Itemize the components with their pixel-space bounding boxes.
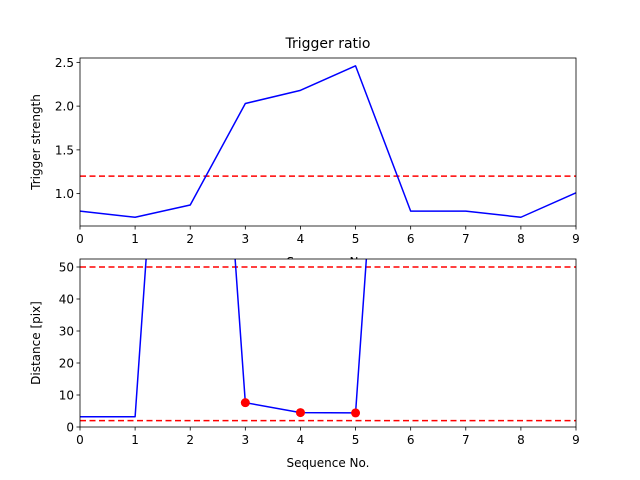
x-tick-label: 7 bbox=[462, 433, 470, 447]
x-tick-label: 2 bbox=[186, 232, 194, 246]
subplot-1: 0 1 2 3 4 5 6 7 8 9 1.0 1.5 2.0 2.5 Trigger strength Tr… bbox=[29, 36, 580, 246]
x-tick-label: 0 bbox=[76, 232, 84, 246]
x-tick-label: 7 bbox=[462, 232, 470, 246]
y-tick-label: 50 bbox=[59, 261, 74, 275]
y-tick-label: 2.5 bbox=[55, 56, 74, 70]
x-axis-label: Sequence No. bbox=[287, 456, 370, 470]
data-series-line bbox=[80, 65, 576, 218]
y-tick-label: 0 bbox=[66, 421, 74, 435]
x-tick-label: 4 bbox=[297, 433, 305, 447]
y-tick-label: 20 bbox=[59, 357, 74, 371]
y-tick-label: 2.0 bbox=[55, 100, 74, 114]
y-tick-label: 30 bbox=[59, 325, 74, 339]
y-tick-label: 40 bbox=[59, 293, 74, 307]
x-tick-label: 3 bbox=[242, 433, 250, 447]
x-tick-label: 0 bbox=[76, 433, 84, 447]
y-tick-label: 10 bbox=[59, 389, 74, 403]
x-tick-label: 4 bbox=[297, 232, 305, 246]
x-tick-label: 6 bbox=[407, 232, 415, 246]
x-tick-label: 5 bbox=[352, 433, 360, 447]
x-tick-label: 1 bbox=[131, 232, 139, 246]
axes-frame bbox=[79, 57, 577, 227]
x-tick-label: 8 bbox=[517, 232, 525, 246]
y-tick-label: 1.0 bbox=[55, 187, 74, 201]
chart-title: Trigger ratio bbox=[284, 36, 370, 52]
data-point-marker bbox=[295, 408, 305, 418]
y-tick-label: 1.5 bbox=[55, 143, 74, 157]
x-tick-label: 8 bbox=[517, 433, 525, 447]
axes-frame bbox=[79, 258, 577, 428]
data-point-marker bbox=[240, 398, 250, 408]
x-tick-label: 6 bbox=[407, 433, 415, 447]
subplot-2: 0 1 2 3 4 5 6 7 8 9 0 10 20 30 40 50 Distance [pix] bbox=[29, 258, 580, 447]
x-tick-label: 1 bbox=[131, 433, 139, 447]
x-tick-label: 2 bbox=[186, 433, 194, 447]
x-tick-label: 9 bbox=[572, 433, 580, 447]
x-tick-label: 3 bbox=[242, 232, 250, 246]
x-tick-label: 9 bbox=[572, 232, 580, 246]
y-axis-label: Distance [pix] bbox=[29, 301, 43, 385]
data-point-marker bbox=[351, 408, 361, 418]
axes-background bbox=[80, 259, 576, 427]
y-axis-label: Trigger strength bbox=[29, 94, 43, 191]
x-tick-label: 5 bbox=[352, 232, 360, 246]
